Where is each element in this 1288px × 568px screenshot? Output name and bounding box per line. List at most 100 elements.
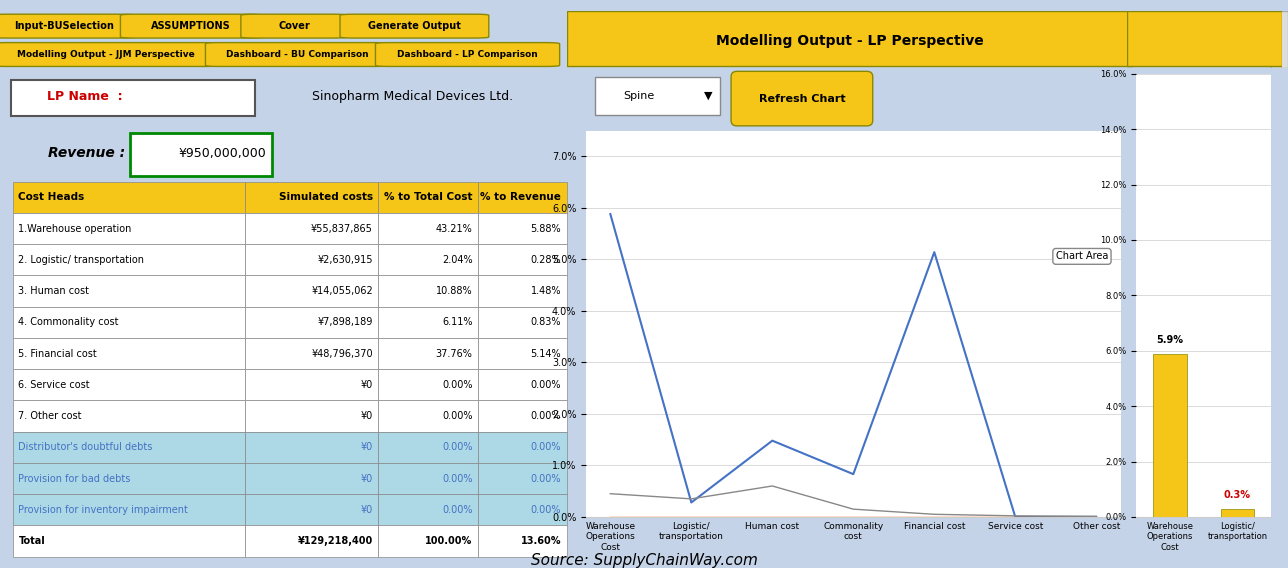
Text: 1.48%: 1.48% <box>531 286 562 296</box>
Best Practice <box>1007 512 1023 519</box>
FancyBboxPatch shape <box>0 43 219 66</box>
FancyBboxPatch shape <box>246 338 379 369</box>
Text: Cover: Cover <box>278 21 310 31</box>
Text: Revenue :: Revenue : <box>48 147 125 160</box>
FancyBboxPatch shape <box>121 14 263 38</box>
Text: 0.00%: 0.00% <box>531 380 562 390</box>
FancyBboxPatch shape <box>246 432 379 463</box>
FancyBboxPatch shape <box>478 525 567 557</box>
Text: ASSUMPTIONS: ASSUMPTIONS <box>152 21 231 31</box>
FancyBboxPatch shape <box>379 338 478 369</box>
FancyBboxPatch shape <box>13 182 246 213</box>
Text: Distributor's doubtful debts: Distributor's doubtful debts <box>18 442 153 452</box>
Text: 2.04%: 2.04% <box>442 255 473 265</box>
Bar <box>1221 508 1255 517</box>
Text: 0.00%: 0.00% <box>442 380 473 390</box>
Actual <box>845 513 860 520</box>
Text: Modelling Output - JJM Perspective: Modelling Output - JJM Perspective <box>17 50 196 59</box>
Text: ¥7,898,189: ¥7,898,189 <box>318 318 374 327</box>
Actual <box>1007 513 1023 520</box>
Text: ▼: ▼ <box>705 91 712 101</box>
Text: 0.00%: 0.00% <box>531 505 562 515</box>
FancyBboxPatch shape <box>379 494 478 525</box>
FancyBboxPatch shape <box>478 400 567 432</box>
FancyBboxPatch shape <box>206 43 390 66</box>
Text: ¥950,000,000: ¥950,000,000 <box>179 147 267 160</box>
Text: Total: Total <box>18 536 45 546</box>
Text: LP Name  :: LP Name : <box>48 90 122 103</box>
FancyBboxPatch shape <box>478 432 567 463</box>
Simulated <box>1088 513 1104 520</box>
Text: Definitions:: Definitions: <box>720 28 801 41</box>
Text: ¥0: ¥0 <box>361 411 374 421</box>
FancyBboxPatch shape <box>478 244 567 275</box>
Text: ¥0: ¥0 <box>361 474 374 483</box>
FancyBboxPatch shape <box>246 463 379 494</box>
FancyBboxPatch shape <box>340 14 489 38</box>
Best Practice <box>603 490 618 497</box>
FancyBboxPatch shape <box>246 275 379 307</box>
Text: 0.28%: 0.28% <box>531 255 562 265</box>
Text: ¥14,055,062: ¥14,055,062 <box>312 286 374 296</box>
FancyBboxPatch shape <box>478 463 567 494</box>
Text: 4. Commonality cost: 4. Commonality cost <box>18 318 118 327</box>
Text: Generate Output: Generate Output <box>368 21 461 31</box>
Text: ¥0: ¥0 <box>361 380 374 390</box>
Text: Source: SupplyChainWay.com: Source: SupplyChainWay.com <box>531 553 757 568</box>
Best Practice <box>684 495 699 502</box>
Text: 0.00%: 0.00% <box>442 442 473 452</box>
FancyBboxPatch shape <box>13 338 246 369</box>
Text: 10.88%: 10.88% <box>435 286 473 296</box>
Text: 0.3%: 0.3% <box>1224 490 1251 500</box>
FancyBboxPatch shape <box>13 213 246 244</box>
Text: Simulated costs: Simulated costs <box>278 193 374 202</box>
FancyBboxPatch shape <box>379 307 478 338</box>
Text: 2. Logistic/ transportation: 2. Logistic/ transportation <box>18 255 144 265</box>
Text: ¥129,218,400: ¥129,218,400 <box>298 536 374 546</box>
FancyBboxPatch shape <box>246 307 379 338</box>
Line: Simulated: Simulated <box>611 214 1096 517</box>
FancyBboxPatch shape <box>595 77 720 115</box>
FancyBboxPatch shape <box>379 400 478 432</box>
Text: 43.21%: 43.21% <box>435 224 473 233</box>
FancyBboxPatch shape <box>246 213 379 244</box>
FancyBboxPatch shape <box>13 432 246 463</box>
Text: 5.88%: 5.88% <box>531 224 562 233</box>
Best Practice <box>926 511 942 517</box>
Simulated <box>765 437 781 444</box>
Text: 1.Warehouse operation: 1.Warehouse operation <box>18 224 131 233</box>
FancyBboxPatch shape <box>13 244 246 275</box>
FancyBboxPatch shape <box>478 369 567 400</box>
FancyBboxPatch shape <box>567 11 1133 66</box>
Text: 0.00%: 0.00% <box>531 442 562 452</box>
FancyBboxPatch shape <box>130 133 272 176</box>
Text: Input-BUSelection: Input-BUSelection <box>14 21 113 31</box>
FancyBboxPatch shape <box>13 307 246 338</box>
Text: Provision for inventory impairment: Provision for inventory impairment <box>18 505 188 515</box>
Text: 5.14%: 5.14% <box>531 349 562 358</box>
FancyBboxPatch shape <box>478 275 567 307</box>
Actual <box>603 513 618 520</box>
Text: Spine: Spine <box>623 91 654 101</box>
Simulated <box>1007 513 1023 520</box>
FancyBboxPatch shape <box>13 369 246 400</box>
Text: ¥0: ¥0 <box>361 505 374 515</box>
FancyBboxPatch shape <box>379 213 478 244</box>
Bar <box>1153 353 1186 517</box>
FancyBboxPatch shape <box>13 494 246 525</box>
FancyBboxPatch shape <box>0 14 135 38</box>
Text: ¥0: ¥0 <box>361 442 374 452</box>
FancyBboxPatch shape <box>379 525 478 557</box>
Text: 7. Other cost: 7. Other cost <box>18 411 82 421</box>
FancyBboxPatch shape <box>246 400 379 432</box>
Simulated <box>845 471 860 478</box>
Text: Provision for bad debts: Provision for bad debts <box>18 474 131 483</box>
Text: 37.76%: 37.76% <box>435 349 473 358</box>
FancyBboxPatch shape <box>13 400 246 432</box>
Text: 5.9%: 5.9% <box>1157 335 1184 345</box>
FancyBboxPatch shape <box>246 525 379 557</box>
Text: 3. Human cost: 3. Human cost <box>18 286 89 296</box>
FancyBboxPatch shape <box>478 213 567 244</box>
FancyBboxPatch shape <box>379 244 478 275</box>
Text: % to Revenue: % to Revenue <box>480 193 562 202</box>
